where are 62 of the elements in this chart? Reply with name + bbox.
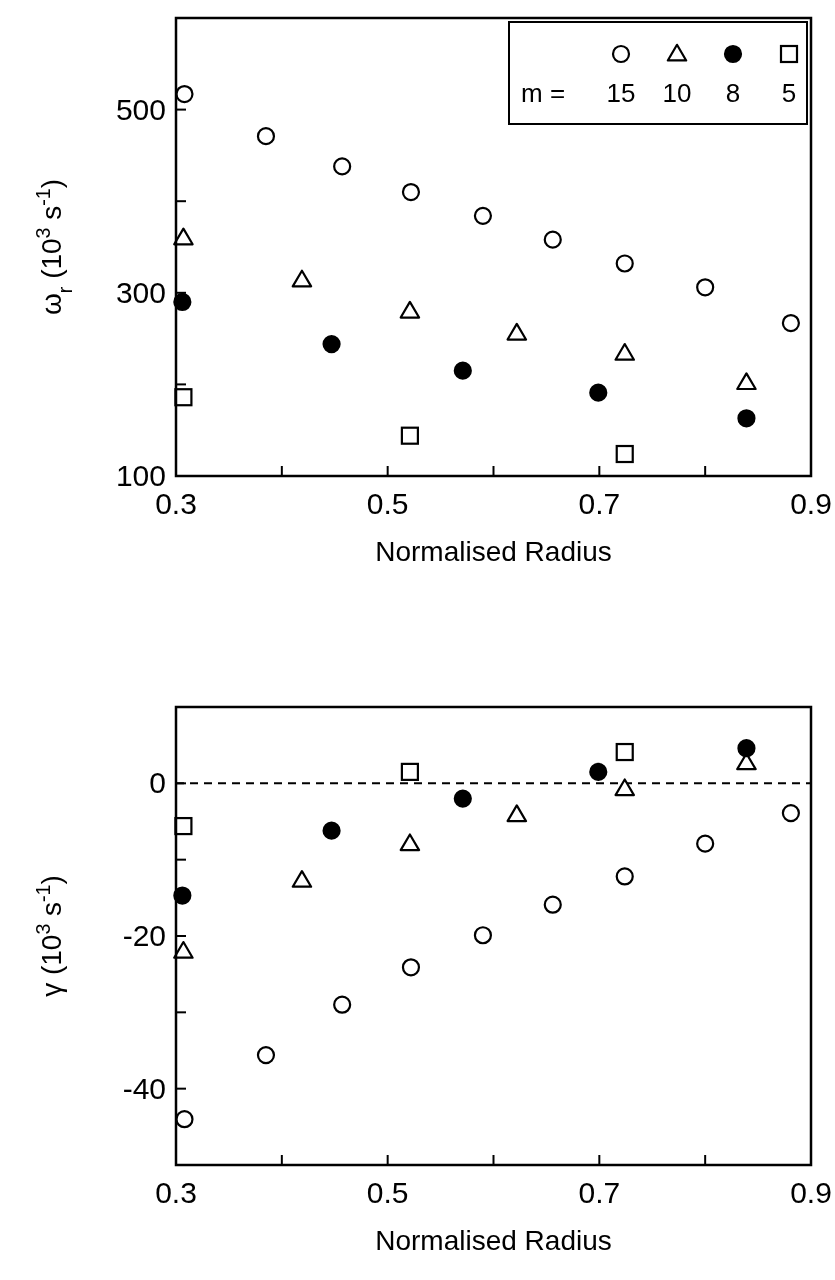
- point: [173, 940, 194, 959]
- point: [175, 84, 194, 104]
- y-tick-label: 300: [115, 275, 166, 309]
- point: [614, 778, 636, 797]
- point: [291, 269, 313, 288]
- point: [615, 867, 634, 886]
- point: [333, 157, 352, 176]
- x-tick-label: 0.7: [578, 1176, 621, 1209]
- point: [174, 816, 193, 836]
- y-tick-label: -20: [122, 919, 166, 952]
- point: [400, 762, 419, 781]
- point: [614, 342, 636, 361]
- point: [256, 1045, 276, 1065]
- point: [401, 958, 421, 977]
- legend-label: 10: [662, 78, 692, 108]
- point: [256, 127, 276, 146]
- point: [615, 254, 634, 273]
- point: [399, 300, 421, 319]
- x-tick-label: 0.5: [366, 487, 409, 520]
- x-tick-label: 0.7: [578, 487, 621, 520]
- point: [291, 869, 313, 888]
- point: [473, 206, 493, 225]
- point: [589, 762, 608, 781]
- point: [737, 409, 756, 428]
- point: [506, 322, 528, 341]
- point: [174, 388, 193, 407]
- x-axis-title: Normalised Radius: [375, 1225, 612, 1256]
- point: [696, 278, 715, 297]
- point: [333, 995, 352, 1014]
- point: [175, 1110, 194, 1129]
- point: [322, 335, 341, 354]
- point: [737, 739, 756, 758]
- point: [400, 426, 419, 445]
- point: [736, 372, 757, 391]
- point: [453, 361, 472, 380]
- point: [401, 182, 421, 202]
- point: [781, 313, 800, 333]
- legend-label: 15: [606, 78, 636, 108]
- y-tick-label: 500: [115, 92, 166, 126]
- point: [506, 804, 528, 823]
- point: [615, 742, 634, 762]
- x-tick-label: 0.9: [790, 487, 832, 520]
- point: [173, 227, 194, 246]
- point: [322, 821, 341, 840]
- point: [781, 804, 800, 823]
- y-tick-label: 0: [149, 766, 166, 800]
- x-tick-label: 0.9: [790, 1176, 832, 1209]
- legend-label: 8: [725, 78, 741, 108]
- x-tick-label: 0.5: [366, 1176, 409, 1209]
- point: [543, 895, 562, 914]
- point: [543, 230, 562, 249]
- point: [399, 833, 421, 852]
- legend-label: 5: [781, 78, 797, 108]
- x-tick-label: 0.3: [155, 1176, 197, 1209]
- legend-title: m =: [521, 78, 566, 108]
- x-axis-title: Normalised Radius: [375, 536, 612, 567]
- point: [615, 444, 634, 464]
- y-tick-label: -40: [122, 1071, 166, 1105]
- point: [453, 789, 472, 808]
- point: [696, 834, 715, 853]
- point: [589, 383, 608, 402]
- point: [473, 926, 493, 945]
